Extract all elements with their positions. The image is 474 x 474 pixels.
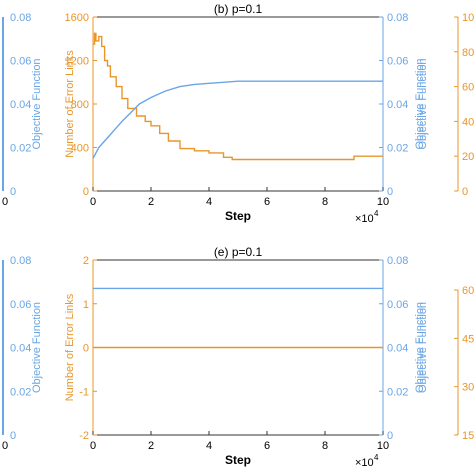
panel1-side-right-tick-label: 0 — [462, 186, 468, 198]
panel1-left-tick-label: 0 — [83, 186, 89, 198]
panel1-side-right-tick-label: 200 — [462, 151, 474, 163]
panel1-side-left-y-label: Objective Function — [31, 58, 43, 149]
panel2-side-left-tick-label: 0.02 — [10, 386, 31, 398]
panel2-right-y-label: Objective Function — [414, 302, 426, 393]
panel2-left-y-label: Number of Error Links — [64, 293, 76, 401]
panel1-x-tick-label: 10 — [377, 196, 389, 208]
panel2-left-tick-label: 0 — [83, 343, 89, 355]
panel2-left-tick-label: 2 — [83, 255, 89, 267]
panel2-side-left-tick-label: 0.04 — [10, 343, 31, 355]
panel2-side-left-x-tick: 0 — [2, 440, 8, 452]
panel1-side-left-tick-label: 0.04 — [10, 99, 31, 111]
panel1-right-y-label: Objective Function — [414, 58, 426, 149]
panel2-side-left-tick-label: 0.08 — [10, 255, 31, 267]
panel1-x-tick-label: 4 — [206, 196, 212, 208]
panel2-right-tick-label: 0.08 — [387, 255, 408, 267]
panel2-side-right-tick-label: 600 — [462, 285, 474, 297]
panel2-left-tick-label: -2 — [79, 430, 89, 442]
panel1-left-tick-label: 400 — [71, 143, 89, 155]
panel2-x-exponent-power: 4 — [374, 453, 379, 462]
panel1-right-tick-label: 0.08 — [387, 12, 408, 24]
panel1-right-tick-label: 0 — [387, 186, 393, 198]
panel1-x-exponent: ×10 — [355, 213, 374, 225]
panel2-side-right-tick-label: 450 — [462, 333, 474, 345]
panel2-x-exponent: ×10 — [355, 457, 374, 469]
panel2-x-tick-label: 6 — [264, 440, 270, 452]
panel1-side-left-tick-label: 0.02 — [10, 143, 31, 155]
panel1-side-right-tick-label: 800 — [462, 47, 474, 59]
panel2-side-right-y-label: Objective Function — [417, 302, 429, 393]
panel1-x-tick-label: 0 — [90, 196, 96, 208]
panel2-left-tick-label: 1 — [83, 299, 89, 311]
panel2-side-left-tick-label: 0 — [10, 430, 16, 442]
panel1-side-left-x-tick: 0 — [2, 196, 8, 208]
panel2-left-tick-label: -1 — [79, 386, 89, 398]
panel1-series-blue-line — [92, 80, 383, 159]
panel2-right-tick-label: 0.06 — [387, 299, 408, 311]
panel1-right-tick-label: 0.02 — [387, 143, 408, 155]
panel1-left-tick-label: 1600 — [65, 12, 89, 24]
panel1-x-exponent-power: 4 — [374, 209, 379, 218]
panel2-side-right-tick-label: 300 — [462, 382, 474, 394]
panel1-left-tick-label: 1200 — [65, 56, 89, 68]
panel1-left-y-label: Number of Error Links — [64, 50, 76, 158]
panel1-right-tick-label: 0.04 — [387, 99, 408, 111]
panel2-side-right-tick-label: 150 — [462, 430, 474, 442]
panel1-x-tick-label: 6 — [264, 196, 270, 208]
panel1-title: (b) p=0.1 — [214, 2, 263, 16]
panel1-right-tick-label: 0.06 — [387, 56, 408, 68]
panel2-x-tick-label: 2 — [148, 440, 154, 452]
panel1-series-orange-line — [93, 32, 383, 161]
panel2-right-tick-label: 0 — [387, 430, 393, 442]
panel1-side-right-tick-label: 400 — [462, 116, 474, 128]
panel2-right-tick-label: 0.02 — [387, 386, 408, 398]
panel1-x-tick-label: 8 — [322, 196, 328, 208]
panel1-x-tick-label: 2 — [148, 196, 154, 208]
panel2-side-left-tick-label: 0.06 — [10, 299, 31, 311]
panel2-title: (e) p=0.1 — [214, 245, 263, 259]
panel1-side-left-tick-label: 0.08 — [10, 12, 31, 24]
panel2-right-tick-label: 0.04 — [387, 343, 408, 355]
panel2-x-tick-label: 4 — [206, 440, 212, 452]
panel2-x-tick-label: 0 — [90, 440, 96, 452]
panel2-side-left-y-label: Objective Function — [31, 302, 43, 393]
panel1-left-tick-label: 800 — [71, 99, 89, 111]
panel2-x-tick-label: 10 — [377, 440, 389, 452]
panel1-side-right-tick-label: 600 — [462, 82, 474, 94]
panel1-side-left-tick-label: 0.06 — [10, 56, 31, 68]
panel2-x-label: Step — [225, 453, 251, 467]
panel2-x-tick-label: 8 — [322, 440, 328, 452]
panel1-side-left-tick-label: 0 — [10, 186, 16, 198]
panel1-side-right-y-label: Objective Function — [417, 58, 429, 149]
panel1-x-label: Step — [225, 209, 251, 223]
